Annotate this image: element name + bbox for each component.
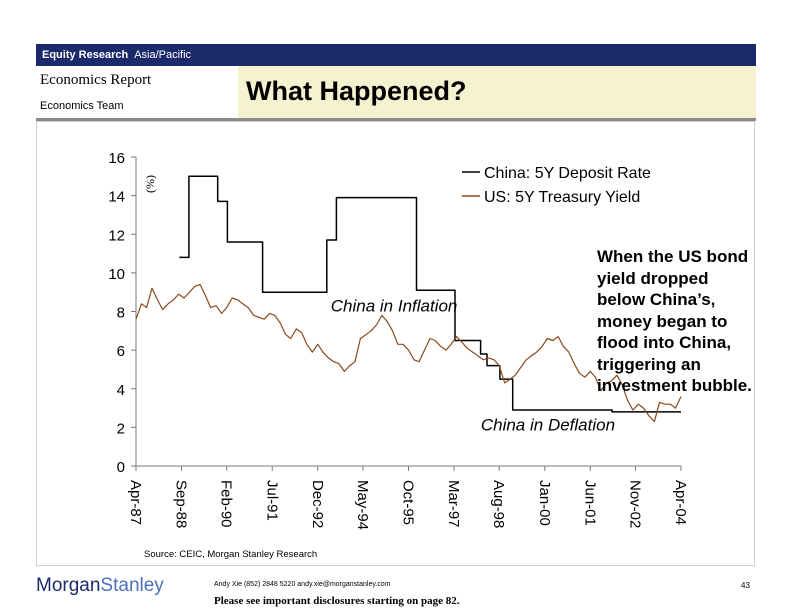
chart-frame [36,121,755,566]
region-label: Asia/Pacific [134,49,192,61]
x-tick-label: Feb-90 [218,480,235,528]
x-tick-label: Sep-88 [173,480,190,528]
x-tick-label: Dec-92 [309,480,326,528]
x-tick-label: Apr-87 [127,480,144,525]
analyst-contact: Andy Xie (852) 2848 5220 andy.xie@morgan… [214,581,391,588]
series-line-china-deposit-rate [179,175,681,413]
x-tick-label: Jan-00 [536,480,553,526]
y-tick-label: 12 [108,227,125,244]
chart-annotation: When the US bond yield dropped below Chi… [597,247,752,395]
y-axis-label: (%) [143,175,157,193]
header-bar: Equity Research Asia/Pacific [36,44,756,66]
y-tick-label: 10 [108,266,125,283]
source-note: Source: CEIC, Morgan Stanley Research [144,549,318,560]
x-tick-label: Nov-02 [626,480,643,528]
inflation-annotation: China in Inflation [331,297,458,316]
x-tick-label: May-94 [354,480,371,530]
morgan-stanley-logo: MorganStanley [36,575,164,597]
deflation-annotation: China in Deflation [481,415,615,434]
y-tick-label: 16 [108,150,125,167]
logo-word-2: Stanley [100,575,164,596]
y-tick-label: 2 [117,420,125,437]
disclosure-notice: Please see important disclosures startin… [214,595,460,607]
y-tick-label: 6 [117,343,125,360]
logo-word-1: Morgan [36,575,101,596]
y-tick-label: 4 [117,382,125,399]
dept-label: Equity Research [42,49,129,61]
report-info-panel: Economics Report Economics Team [36,66,238,118]
page-number: 43 [741,581,750,590]
legend-entry: US: 5Y Treasury Yield [484,189,640,206]
x-tick-label: Oct-95 [400,480,417,525]
x-tick-label: Apr-04 [672,480,689,525]
page-title: What Happened? [246,76,467,106]
y-tick-label: 0 [117,459,125,476]
header-divider [36,118,756,121]
y-tick-label: 14 [108,189,125,206]
series-line-us-treasury-yield [135,283,682,423]
team-name: Economics Team [40,100,124,112]
x-tick-label: Aug-98 [490,480,507,528]
legend-entry: China: 5Y Deposit Rate [484,165,651,182]
x-tick-label: Jun-01 [581,480,598,526]
title-box: What Happened? [238,66,756,118]
x-tick-label: Mar-97 [445,480,462,528]
y-tick-label: 8 [117,305,125,322]
report-type: Economics Report [40,72,152,88]
x-tick-label: Jul-91 [263,480,280,521]
